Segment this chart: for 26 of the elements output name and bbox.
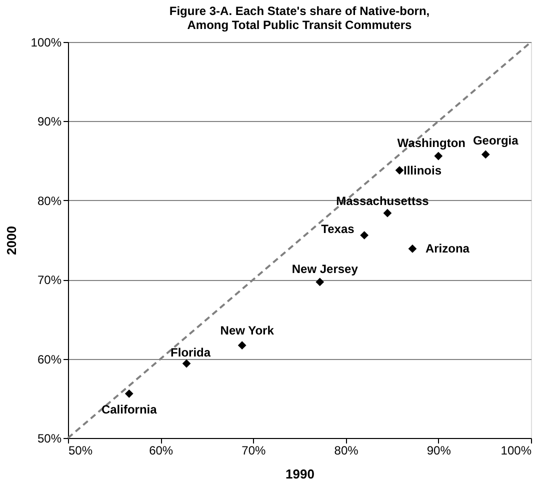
x-axis-title: 1990 xyxy=(286,466,314,482)
y-tick-label: 90% xyxy=(37,114,62,129)
y-axis-title: 2000 xyxy=(4,226,19,255)
annotation: Florida xyxy=(170,346,211,360)
x-tick-label: 90% xyxy=(426,444,452,458)
y-tick-label: 50% xyxy=(37,432,62,446)
annotation: Georgia xyxy=(472,133,519,148)
annotation: New York xyxy=(220,323,274,338)
y-tick-label: 70% xyxy=(37,273,62,288)
chart-title: Figure 3-A. Each State's share of Native-born, xyxy=(169,4,430,18)
x-tick-label: 100% xyxy=(500,444,532,458)
annotation: Massachusettss xyxy=(336,194,430,208)
y-tick-label: 60% xyxy=(37,352,62,366)
annotation: Texas xyxy=(321,222,355,236)
chart-subtitle: Among Total Public Transit Commuters xyxy=(187,18,412,32)
annotation: Washington xyxy=(397,136,466,150)
y-tick-label: 80% xyxy=(37,194,62,208)
x-tick-label: 70% xyxy=(242,444,266,458)
x-tick-label: 80% xyxy=(334,444,359,458)
annotation: California xyxy=(101,402,158,417)
x-tick-label: 60% xyxy=(149,444,174,458)
annotation: Illinois xyxy=(404,163,442,178)
x-tick-label: 50% xyxy=(68,444,93,458)
annotation: Arizona xyxy=(425,242,470,256)
y-tick-label: 100% xyxy=(30,36,62,50)
annotation: New Jersey xyxy=(292,262,358,276)
